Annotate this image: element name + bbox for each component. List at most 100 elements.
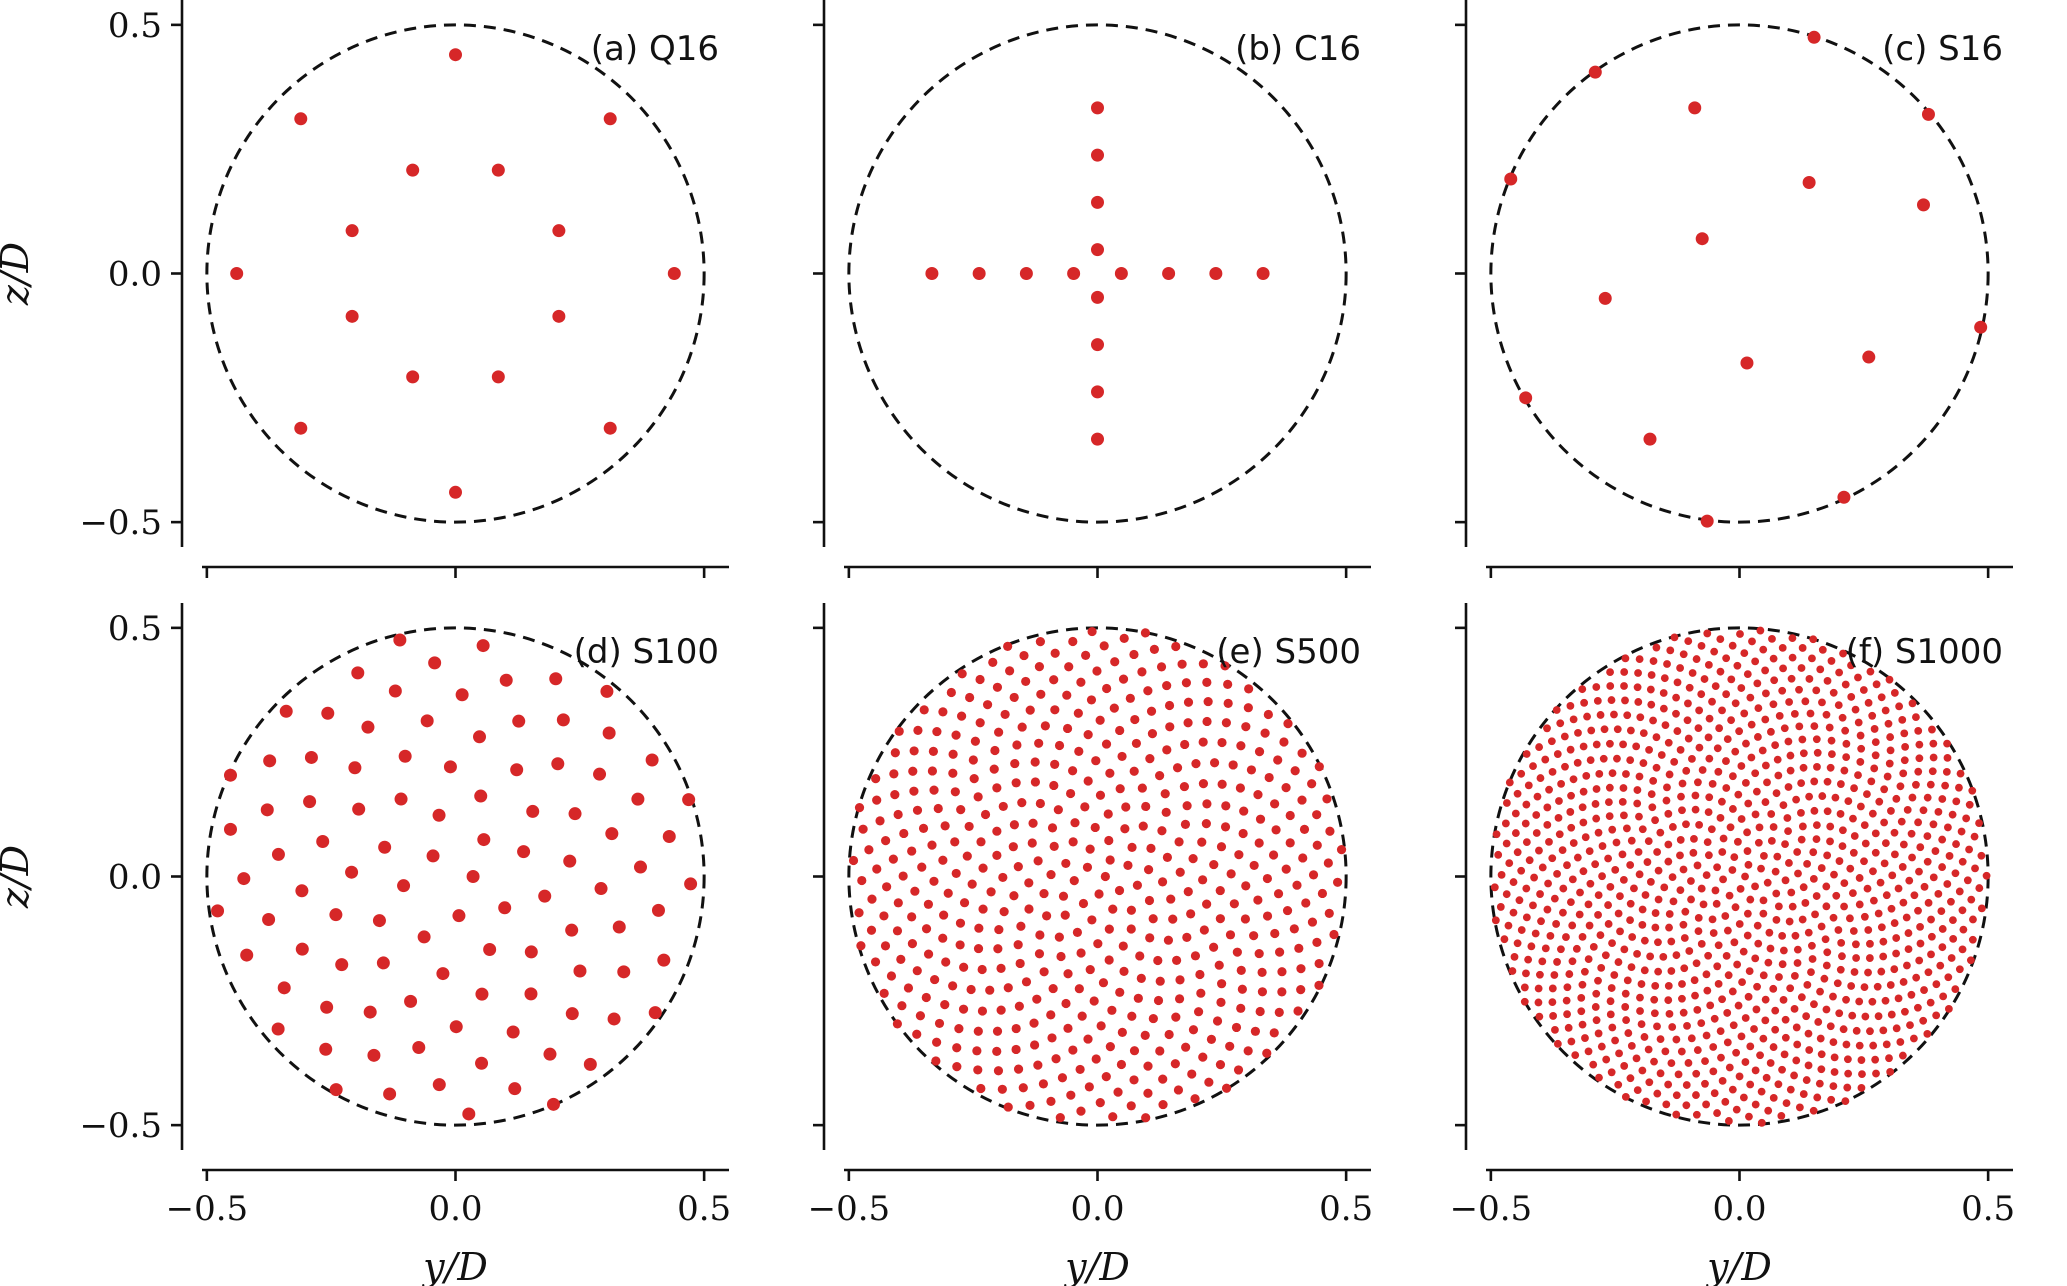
data-point xyxy=(1815,1079,1824,1088)
data-point xyxy=(1941,781,1950,790)
data-point xyxy=(1197,837,1207,847)
data-point xyxy=(1697,1019,1706,1028)
data-point xyxy=(1021,676,1031,687)
data-point xyxy=(1301,898,1311,908)
data-point xyxy=(1233,1065,1244,1075)
data-point xyxy=(1855,874,1864,882)
data-point xyxy=(1816,987,1824,996)
data-point xyxy=(1657,751,1666,759)
data-point xyxy=(1203,696,1213,707)
data-point xyxy=(1866,1027,1874,1036)
data-point xyxy=(1709,1043,1718,1051)
data-point xyxy=(1049,841,1059,851)
data-point xyxy=(1956,769,1965,778)
data-point xyxy=(1013,1064,1024,1074)
data-point xyxy=(1943,753,1952,762)
data-point xyxy=(1692,1091,1700,1099)
data-point xyxy=(879,911,889,921)
data-point xyxy=(1091,290,1104,304)
data-point xyxy=(1713,962,1722,971)
data-point xyxy=(1781,840,1789,849)
data-point xyxy=(1650,1009,1659,1018)
data-point xyxy=(1855,1041,1864,1050)
data-point xyxy=(1220,661,1230,671)
data-point xyxy=(1861,1012,1870,1021)
data-point xyxy=(1836,810,1845,818)
data-point xyxy=(1938,925,1947,933)
data-point xyxy=(1947,954,1956,962)
data-point xyxy=(1676,745,1685,754)
data-point xyxy=(1778,1065,1786,1074)
data-point xyxy=(603,112,617,126)
data-point xyxy=(1202,716,1212,727)
data-point xyxy=(1809,635,1818,644)
data-point xyxy=(1198,779,1209,789)
data-point xyxy=(1072,927,1083,937)
data-point xyxy=(1866,667,1875,676)
data-point xyxy=(1583,712,1591,721)
data-point xyxy=(1522,969,1530,978)
data-point xyxy=(1038,1079,1049,1089)
data-point xyxy=(1644,1045,1653,1054)
data-point xyxy=(1527,942,1536,951)
data-point xyxy=(1145,933,1155,943)
data-point xyxy=(972,267,986,280)
data-point xyxy=(1797,664,1806,672)
data-point xyxy=(1835,1009,1844,1018)
data-point xyxy=(938,855,948,865)
data-point xyxy=(1722,757,1730,765)
data-point xyxy=(1685,947,1694,955)
panel-label: (c) S16 xyxy=(1882,29,2003,69)
data-point xyxy=(1015,958,1025,969)
data-point xyxy=(1779,946,1788,955)
data-point xyxy=(1633,786,1642,794)
data-point xyxy=(1718,1077,1727,1085)
data-point xyxy=(938,933,948,943)
data-point xyxy=(1170,1059,1180,1069)
data-point xyxy=(1661,1047,1670,1056)
data-point xyxy=(1722,784,1731,792)
data-point xyxy=(1114,885,1125,896)
data-point xyxy=(1711,886,1720,895)
data-point xyxy=(1638,920,1647,929)
data-point xyxy=(871,774,881,784)
data-point xyxy=(617,965,631,979)
data-point xyxy=(1117,1027,1127,1037)
data-point xyxy=(1698,766,1707,774)
data-point xyxy=(1262,873,1272,884)
data-point xyxy=(930,974,940,985)
data-point xyxy=(1915,740,1924,749)
data-point xyxy=(1965,845,1973,854)
data-point xyxy=(1841,1097,1850,1106)
data-point xyxy=(1896,782,1905,791)
data-point xyxy=(1533,792,1542,801)
data-point xyxy=(1759,909,1768,918)
data-point xyxy=(1830,1068,1839,1076)
data-point xyxy=(1557,780,1566,788)
data-point xyxy=(452,909,466,923)
data-point xyxy=(858,824,868,834)
data-point xyxy=(927,840,937,850)
x-tick-label: −0.5 xyxy=(1450,1189,1533,1229)
data-point xyxy=(376,956,390,970)
data-point xyxy=(1795,1103,1804,1112)
data-point xyxy=(1703,986,1712,995)
data-point xyxy=(279,704,293,718)
data-point xyxy=(1653,1089,1662,1098)
data-point xyxy=(999,907,1009,917)
data-point xyxy=(412,1041,426,1055)
data-point xyxy=(1054,740,1065,751)
data-point xyxy=(1915,956,1924,965)
data-point xyxy=(1828,750,1836,758)
data-point xyxy=(1016,921,1026,931)
data-point xyxy=(1246,765,1257,775)
data-point xyxy=(1774,1080,1783,1089)
data-point xyxy=(1119,633,1129,643)
data-point xyxy=(1709,929,1718,937)
data-point xyxy=(1797,993,1806,1002)
data-point xyxy=(1759,1034,1768,1043)
data-point xyxy=(1793,848,1802,856)
data-point xyxy=(1835,668,1844,677)
data-point xyxy=(1277,967,1287,977)
